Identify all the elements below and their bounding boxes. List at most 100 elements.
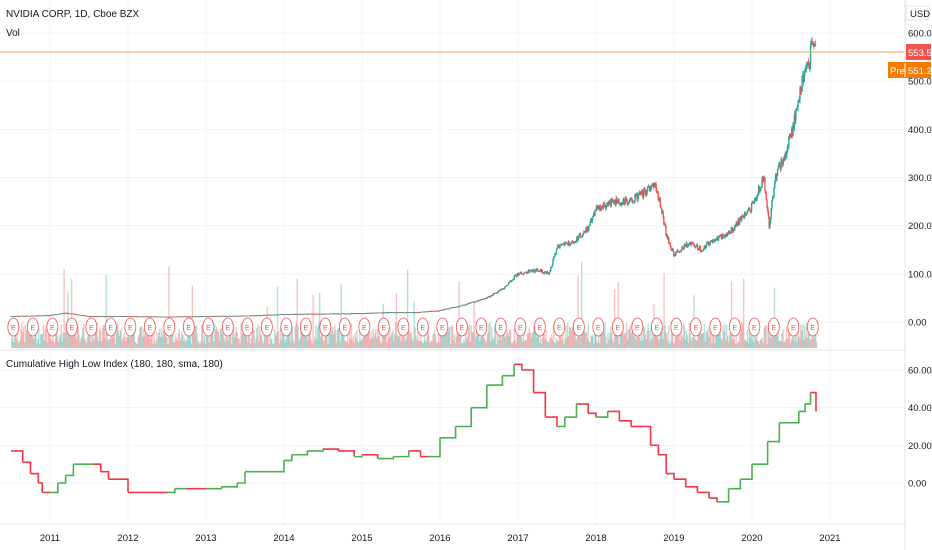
earnings-marker[interactable] bbox=[124, 317, 137, 337]
earnings-marker[interactable] bbox=[319, 317, 332, 337]
earnings-marker[interactable] bbox=[689, 317, 702, 337]
candle-body bbox=[310, 313, 313, 315]
candle-body bbox=[110, 316, 113, 317]
volume-bar bbox=[682, 337, 684, 348]
candle-body bbox=[91, 316, 94, 317]
candle-body bbox=[344, 313, 346, 315]
candle-body bbox=[229, 315, 231, 317]
volume-bar bbox=[111, 333, 113, 348]
earnings-marker[interactable] bbox=[260, 317, 273, 337]
candle-body bbox=[693, 243, 695, 246]
volume-bar bbox=[201, 327, 204, 348]
earnings-marker[interactable] bbox=[397, 317, 410, 337]
earnings-marker[interactable] bbox=[436, 317, 449, 337]
earnings-marker[interactable] bbox=[767, 317, 780, 337]
earnings-marker[interactable] bbox=[104, 317, 117, 337]
candle-body bbox=[578, 233, 581, 235]
candle-body bbox=[384, 312, 386, 314]
earnings-marker[interactable] bbox=[143, 317, 156, 337]
symbol-title[interactable]: NVIDIA CORP, 1D, Cboe BZX bbox=[6, 9, 140, 20]
candle-body bbox=[218, 316, 221, 317]
earnings-marker[interactable] bbox=[280, 317, 293, 337]
earnings-marker[interactable] bbox=[65, 317, 78, 337]
candle-body bbox=[635, 194, 637, 196]
earnings-marker[interactable] bbox=[728, 317, 741, 337]
earnings-marker[interactable] bbox=[46, 317, 59, 337]
candle-body bbox=[349, 313, 351, 315]
earnings-marker[interactable] bbox=[358, 317, 371, 337]
candle-body bbox=[547, 273, 549, 274]
earnings-marker[interactable] bbox=[670, 317, 683, 337]
earnings-marker[interactable] bbox=[748, 317, 761, 337]
earnings-marker[interactable] bbox=[709, 317, 722, 337]
indicator-segment bbox=[674, 478, 687, 487]
earnings-marker[interactable] bbox=[650, 317, 663, 337]
earnings-marker[interactable] bbox=[241, 317, 254, 337]
volume-bar bbox=[108, 338, 110, 348]
volume-bar bbox=[242, 322, 244, 348]
earnings-marker[interactable] bbox=[572, 317, 585, 337]
earnings-marker[interactable] bbox=[26, 317, 39, 337]
earnings-marker[interactable] bbox=[494, 317, 507, 337]
earnings-marker[interactable] bbox=[377, 317, 390, 337]
price-candles bbox=[10, 36, 817, 318]
earnings-marker[interactable] bbox=[163, 317, 176, 337]
volume-bar bbox=[683, 322, 685, 348]
volume-bar bbox=[322, 339, 325, 348]
candle-body bbox=[695, 246, 697, 248]
price-axis[interactable]: 600.00500.00400.00300.00200.00100.000.00 bbox=[908, 28, 932, 328]
candle-body bbox=[98, 316, 101, 317]
indicator-title[interactable]: Cumulative High Low Index (180, 180, sma… bbox=[6, 359, 223, 370]
earnings-marker[interactable] bbox=[7, 317, 20, 337]
earnings-marker[interactable] bbox=[221, 317, 234, 337]
candle-body bbox=[508, 282, 511, 284]
candle-body bbox=[526, 272, 529, 274]
candle-body bbox=[351, 313, 353, 315]
candle-body bbox=[600, 208, 603, 210]
volume-bar bbox=[525, 340, 528, 348]
earnings-marker[interactable] bbox=[182, 317, 195, 337]
earnings-marker[interactable] bbox=[475, 317, 488, 337]
earnings-marker[interactable] bbox=[533, 317, 546, 337]
earnings-marker[interactable] bbox=[806, 317, 819, 337]
earnings-marker[interactable] bbox=[592, 317, 605, 337]
candle-body bbox=[73, 313, 75, 315]
price-tick-label: 400.00 bbox=[908, 125, 932, 136]
candle-body bbox=[256, 315, 259, 317]
earnings-marker[interactable] bbox=[514, 317, 527, 337]
earnings-marker[interactable] bbox=[85, 317, 98, 337]
earnings-marker[interactable] bbox=[202, 317, 215, 337]
volume-bar bbox=[663, 273, 665, 348]
candle-body bbox=[435, 310, 438, 312]
time-axis[interactable]: 2011 2012 2013 2014 2015 2016 2017 2018 2019 2020… bbox=[40, 533, 841, 544]
volume-bar bbox=[283, 327, 285, 348]
earnings-marker[interactable] bbox=[787, 317, 800, 337]
volume-bar bbox=[134, 341, 136, 348]
earnings-marker[interactable] bbox=[631, 317, 644, 337]
volume-bar bbox=[570, 330, 573, 348]
volume-bar bbox=[667, 341, 669, 348]
volume-label[interactable]: Vol bbox=[6, 28, 20, 39]
candle-body bbox=[655, 184, 657, 191]
candle-body bbox=[741, 215, 744, 217]
candle-body bbox=[262, 315, 264, 317]
earnings-marker[interactable] bbox=[553, 317, 566, 337]
candle-body bbox=[601, 205, 603, 209]
candle-body bbox=[740, 217, 742, 221]
candle-body bbox=[231, 315, 233, 317]
volume-bar bbox=[101, 327, 104, 348]
earnings-marker[interactable] bbox=[299, 317, 312, 337]
volume-bar bbox=[672, 342, 675, 348]
earnings-marker[interactable] bbox=[416, 317, 429, 337]
candle-body bbox=[744, 212, 746, 215]
currency-box[interactable] bbox=[905, 5, 929, 21]
earnings-marker[interactable] bbox=[338, 317, 351, 337]
candle-body bbox=[664, 223, 666, 227]
earnings-marker[interactable] bbox=[611, 317, 624, 337]
volume-bar bbox=[552, 324, 555, 348]
earnings-marker[interactable] bbox=[455, 317, 468, 337]
earnings-marker-label: E bbox=[596, 325, 601, 332]
